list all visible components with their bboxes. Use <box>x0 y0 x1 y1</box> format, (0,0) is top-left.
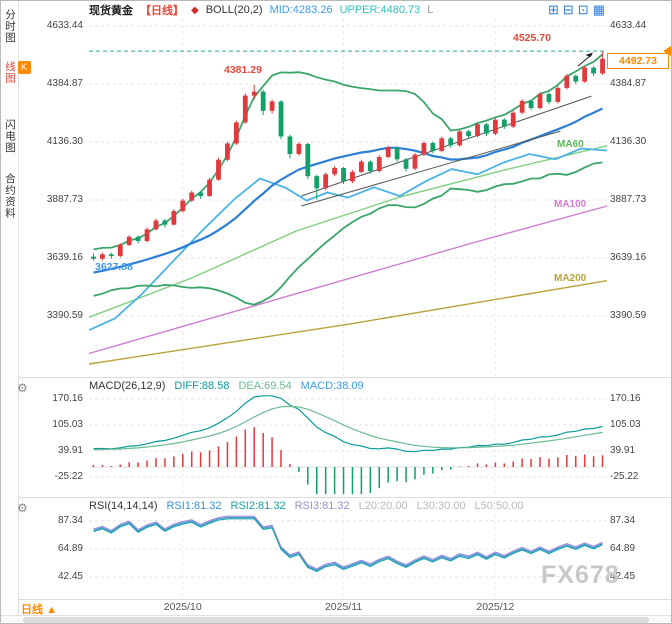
layout-grid-icon[interactable]: ▦ <box>592 2 605 17</box>
y-axis-label: 4136.30 <box>610 136 647 147</box>
latest-price-marker-icon[interactable] <box>663 46 671 56</box>
kline-badge: K <box>18 61 31 74</box>
layout-toolbar: ⊞ ⊟ ⊡ ▦ <box>548 2 605 17</box>
rsi-l50-ref: L50:50.00 <box>474 500 524 512</box>
layout-split-icon[interactable]: ⊟ <box>562 2 574 17</box>
period-label[interactable]: 【日线】 <box>140 5 184 17</box>
layout-single-icon[interactable]: ⊞ <box>547 2 559 17</box>
panel-divider <box>19 497 671 498</box>
scrollbar-thumb[interactable] <box>23 617 649 623</box>
sidebar-item-contract-info[interactable]: 合约资料 <box>4 173 16 219</box>
x-axis-month-label: 2025/12 <box>476 601 515 613</box>
y-axis-label: 4633.44 <box>46 20 83 31</box>
x-axis-month-label: 2025/10 <box>163 601 202 613</box>
ma100-tag: MA100 <box>554 199 587 210</box>
sidebar-item-kline-chart[interactable]: K 线图 <box>3 61 31 84</box>
macd-dea-value: DEA:69.54 <box>238 380 292 392</box>
macd-axis-label: 39.91 <box>57 445 83 456</box>
rsi-axis-label: 64.89 <box>57 543 83 554</box>
rsi-axis-label: 42.45 <box>57 571 83 582</box>
x-axis-month-label: 2025/11 <box>324 601 363 613</box>
y-axis-label: 4633.44 <box>610 20 647 31</box>
boll-upper-value: UPPER:4480.73 <box>339 4 421 16</box>
y-axis-label: 3390.59 <box>46 310 83 321</box>
panel-divider <box>19 377 671 378</box>
macd-axis-label: -25.22 <box>54 471 83 482</box>
rsi-axis-label: 64.89 <box>610 543 636 554</box>
boll-mid-value: MID:4283.26 <box>269 4 333 16</box>
panel-divider <box>19 599 671 600</box>
rsi2-value: RSI2:81.32 <box>230 500 286 512</box>
y-axis-label: 3887.73 <box>46 194 83 205</box>
rsi-axis-label: 42.45 <box>610 571 636 582</box>
boll-lower-truncated: L <box>427 4 434 16</box>
macd-axis-label: 170.16 <box>52 393 83 404</box>
main-chart-canvas[interactable] <box>89 19 607 377</box>
macd-label-row: MACD(26,12,9) DIFF:88.58 DEA:69.54 MACD:… <box>89 380 364 392</box>
macd-settings-gear-icon[interactable]: ⚙ <box>17 381 28 395</box>
sidebar-item-kline-label: 线图 <box>4 61 16 84</box>
swing-low-label: 3627.88 <box>95 261 133 273</box>
period-up-arrow-icon: ▲ <box>46 604 57 616</box>
rsi-axis-label: 87.34 <box>610 515 636 526</box>
y-axis-label: 3639.16 <box>46 252 83 263</box>
rsi-chart-canvas[interactable] <box>89 515 607 599</box>
rsi-title[interactable]: RSI(14,14,14) <box>89 500 158 512</box>
macd-axis-label: -25.22 <box>610 471 639 482</box>
swing-high-label: 4381.29 <box>224 64 262 76</box>
y-axis-label: 3390.59 <box>610 310 647 321</box>
indicator-diamond-icon: ◆ <box>191 4 199 16</box>
sidebar-item-lightning-chart[interactable]: 闪电图 <box>4 119 16 154</box>
last-price-box: 4492.73 <box>607 53 669 69</box>
ma200-tag: MA200 <box>554 273 587 284</box>
macd-title[interactable]: MACD(26,12,9) <box>89 380 166 392</box>
macd-axis-label: 105.03 <box>52 419 83 430</box>
bottom-period-text: 日线 <box>21 604 43 616</box>
rsi-settings-gear-icon[interactable]: ⚙ <box>17 501 28 515</box>
period-high-label: 4525.70 <box>513 32 551 44</box>
layout-chart-icon[interactable]: ⊡ <box>577 2 589 17</box>
y-axis-label: 4136.30 <box>46 136 83 147</box>
macd-axis-label: 39.91 <box>610 445 636 456</box>
sidebar-item-time-chart[interactable]: 分时图 <box>4 9 16 44</box>
bottom-period-label[interactable]: 日线 ▲ <box>21 601 57 617</box>
y-axis-label: 4384.87 <box>46 78 83 89</box>
y-axis-label: 4384.87 <box>610 78 647 89</box>
rsi-label-row: RSI(14,14,14) RSI1:81.32 RSI2:81.32 RSI3… <box>89 500 523 512</box>
y-axis-label: 3887.73 <box>610 194 647 205</box>
macd-axis-label: 105.03 <box>610 419 641 430</box>
macd-chart-canvas[interactable] <box>89 395 607 495</box>
rsi-l30-ref: L30:30.00 <box>416 500 466 512</box>
ma60-tag: MA60 <box>557 139 584 150</box>
watermark: FX678 <box>541 561 620 589</box>
y-axis-label: 3639.16 <box>610 252 647 263</box>
instrument-title: 现货黄金 <box>89 5 133 17</box>
rsi-l20-ref: L20:20.00 <box>358 500 408 512</box>
indicator-name[interactable]: BOLL(20,2) <box>205 4 263 16</box>
sidebar: 分时图 K 线图 闪电图 合约资料 <box>1 1 31 623</box>
rsi3-value: RSI3:81.32 <box>294 500 350 512</box>
rsi1-value: RSI1:81.32 <box>166 500 222 512</box>
macd-axis-label: 170.16 <box>610 393 641 404</box>
chart-header: 现货黄金 【日线】 ◆ BOLL(20,2) MID:4283.26 UPPER… <box>89 3 433 17</box>
rsi-axis-label: 87.34 <box>57 515 83 526</box>
macd-value: MACD:38.09 <box>300 380 364 392</box>
macd-diff-value: DIFF:88.58 <box>174 380 230 392</box>
